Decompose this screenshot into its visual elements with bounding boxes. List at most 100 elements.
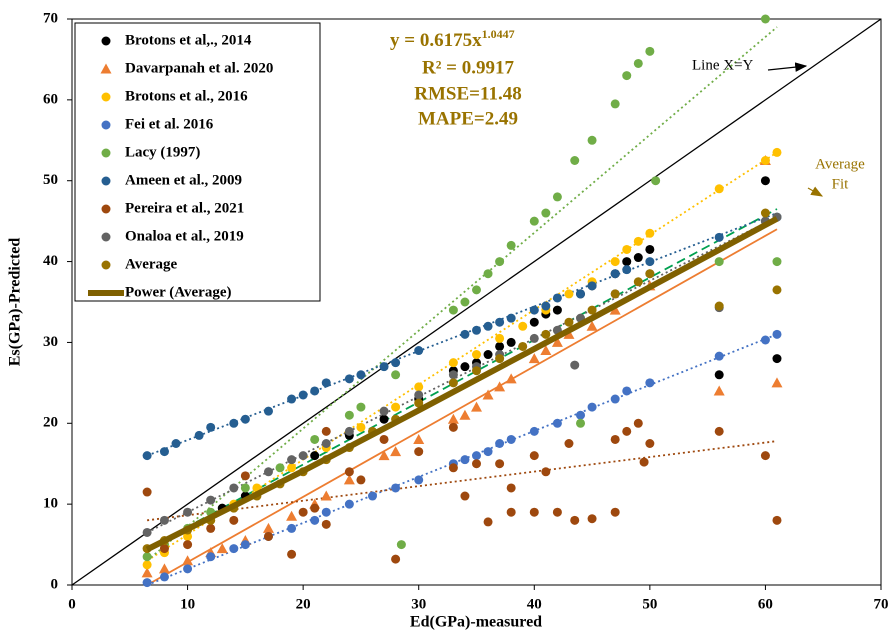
point: [472, 451, 481, 461]
point: [263, 406, 273, 416]
point: [379, 406, 389, 416]
point: [541, 329, 551, 339]
point: [413, 433, 425, 444]
point: [379, 414, 389, 424]
point: [772, 354, 782, 364]
point: [645, 244, 655, 254]
y-tick-label: 50: [43, 172, 58, 188]
point: [262, 522, 274, 533]
identity-line: [71, 18, 882, 586]
point: [714, 351, 724, 361]
point: [551, 336, 563, 347]
point: [321, 519, 331, 529]
point: [287, 549, 297, 559]
point: [633, 418, 643, 428]
rmse: RMSE=11.48: [414, 83, 521, 104]
point: [275, 463, 285, 473]
legend-label: Onaloa et al., 2019: [125, 228, 244, 244]
point: [310, 503, 320, 513]
point: [206, 495, 216, 505]
fit-line: [145, 216, 779, 553]
point: [610, 434, 620, 444]
point: [391, 402, 401, 412]
equation: y = 0.6175x1.0447: [390, 27, 515, 52]
point: [194, 430, 204, 440]
point: [159, 515, 169, 525]
point: [414, 475, 424, 485]
legend-label: Brotons et al., 2016: [125, 88, 248, 104]
y-tick-label: 70: [43, 10, 58, 26]
point: [645, 46, 655, 56]
legend-label: Fei et al. 2016: [125, 116, 214, 132]
legend-marker: [101, 204, 111, 214]
point: [645, 378, 655, 388]
point: [460, 491, 470, 501]
point: [344, 410, 354, 420]
point: [343, 474, 355, 485]
point: [564, 289, 574, 299]
point: [529, 426, 539, 436]
point: [622, 257, 632, 267]
legend-label: Lacy (1997): [125, 144, 200, 160]
point: [622, 386, 632, 396]
point: [142, 451, 152, 461]
point: [448, 358, 458, 368]
point: [529, 305, 539, 315]
point: [414, 447, 424, 457]
point: [609, 304, 621, 315]
x-tick-label: 50: [642, 596, 657, 612]
legend-marker: [101, 92, 111, 102]
point: [356, 370, 366, 380]
y-tick-label: 30: [43, 334, 58, 350]
fit-label: Average: [815, 156, 865, 172]
point: [287, 523, 297, 533]
point: [460, 455, 470, 465]
point: [772, 515, 782, 525]
trend-line: [146, 151, 778, 562]
point: [391, 554, 401, 564]
point: [495, 317, 505, 327]
point: [298, 451, 308, 461]
x-axis-label: Ed(GPa)-measured: [410, 614, 542, 631]
point: [529, 317, 539, 327]
point: [576, 410, 586, 420]
point: [495, 333, 505, 343]
point: [391, 358, 401, 368]
plot-frame: [71, 18, 882, 586]
legend-label: Average: [125, 256, 178, 272]
y-tick-label: 0: [51, 576, 59, 592]
point: [760, 451, 770, 461]
point: [460, 362, 470, 372]
point: [610, 289, 620, 299]
point: [564, 439, 574, 448]
equation-base: y = 0.6175x: [390, 30, 482, 51]
point: [183, 507, 193, 517]
point: [206, 523, 216, 533]
point: [344, 374, 354, 384]
legend-label: Pereira et al., 2021: [125, 200, 244, 216]
point: [772, 329, 782, 339]
point: [158, 563, 170, 574]
point: [772, 285, 782, 295]
x-tick-label: 0: [68, 596, 76, 612]
y-axis-label: Es(GPa)-Predicted: [7, 238, 24, 367]
point: [483, 517, 493, 527]
point: [229, 483, 239, 493]
point: [448, 422, 458, 432]
point: [645, 439, 655, 448]
point: [310, 515, 320, 525]
point: [142, 560, 152, 570]
point: [287, 455, 297, 465]
point: [287, 394, 297, 404]
point: [321, 426, 331, 436]
point: [495, 459, 505, 469]
point: [287, 463, 297, 473]
point: [610, 257, 620, 267]
legend-label: Brotons et al,., 2014: [125, 32, 252, 48]
point: [633, 277, 643, 287]
point: [472, 285, 481, 295]
x-tick-label: 60: [758, 596, 773, 612]
point: [159, 572, 169, 582]
point: [414, 390, 424, 400]
